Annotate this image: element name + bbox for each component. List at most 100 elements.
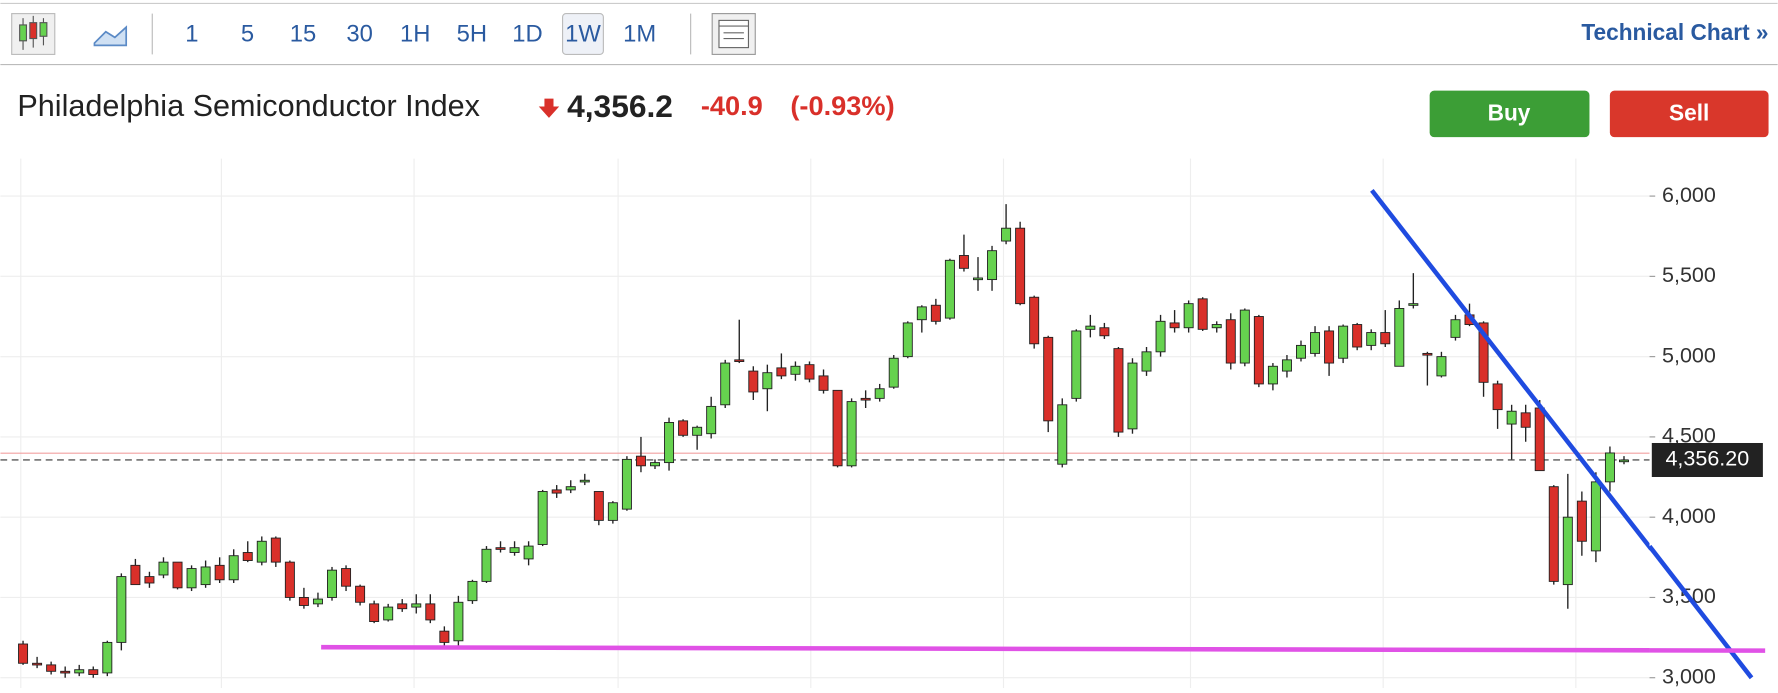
candle-body <box>650 463 659 466</box>
candle-body <box>215 565 224 579</box>
candle-body <box>342 569 351 587</box>
candle-body <box>145 577 154 583</box>
candle-body <box>1311 333 1320 354</box>
candle-body <box>1072 331 1081 398</box>
candle-body <box>89 670 98 675</box>
interval-button[interactable]: 1D <box>512 20 542 47</box>
candle-body <box>1493 384 1502 410</box>
interval-button[interactable]: 1W <box>565 20 601 47</box>
candle-body <box>791 366 800 374</box>
candle-body <box>47 665 56 671</box>
candle-body <box>1016 228 1025 303</box>
candle-body <box>1423 353 1432 355</box>
candle-body <box>356 586 365 602</box>
icon-body <box>40 23 47 37</box>
icon-frame <box>719 20 748 47</box>
change-percent: (-0.93%) <box>790 90 894 121</box>
candle-body <box>1142 352 1151 371</box>
candle-body <box>889 358 898 387</box>
sell-label[interactable]: Sell <box>1669 99 1709 125</box>
buy-label[interactable]: Buy <box>1488 99 1531 125</box>
candle-body <box>1156 321 1165 352</box>
candle-body <box>1367 333 1376 346</box>
candle-body <box>735 360 744 362</box>
candle-body <box>903 323 912 357</box>
interval-button[interactable]: 15 <box>290 20 316 47</box>
candle-body <box>1268 366 1277 384</box>
candle-body <box>1381 333 1390 344</box>
candle-body <box>777 368 786 376</box>
candle-body <box>707 406 716 433</box>
candle-body <box>19 644 28 663</box>
candle-body <box>271 538 280 562</box>
candle-body <box>1409 304 1418 306</box>
y-tick-label: 4,000 <box>1662 504 1716 528</box>
candle-body <box>1437 357 1446 376</box>
candle-body <box>1353 325 1362 347</box>
candle-body <box>608 503 617 521</box>
interval-button[interactable]: 5H <box>457 20 487 47</box>
candle-body <box>538 491 547 544</box>
y-tick-label: 5,000 <box>1662 343 1716 367</box>
candle-body <box>665 422 674 462</box>
candle-body <box>959 255 968 268</box>
candle-body <box>370 604 379 622</box>
candle-body <box>622 459 631 509</box>
candle-body <box>440 631 449 642</box>
candle-body <box>1296 345 1305 358</box>
y-tick-label: 5,500 <box>1662 263 1716 287</box>
layout-icon[interactable] <box>712 14 755 55</box>
candle-body <box>524 546 533 559</box>
icon-body <box>30 23 37 39</box>
candle-body <box>229 556 238 580</box>
candle-body <box>819 376 828 390</box>
candle-body <box>187 569 196 588</box>
interval-button[interactable]: 1 <box>185 20 198 47</box>
candle-body <box>1591 482 1600 551</box>
interval-button[interactable]: 1M <box>623 20 656 47</box>
candle-icon[interactable] <box>12 14 55 55</box>
interval-button[interactable]: 30 <box>346 20 372 47</box>
candle-body <box>580 480 589 482</box>
last-price-label: 4,356.20 <box>1665 447 1749 471</box>
technical-chart-link[interactable]: Technical Chart » <box>1581 19 1768 45</box>
candle-body <box>1198 299 1207 330</box>
candle-body <box>973 278 982 280</box>
candle-body <box>945 260 954 318</box>
interval-button[interactable]: 5 <box>241 20 254 47</box>
candle-body <box>482 549 491 581</box>
candle-body <box>131 565 140 584</box>
candle-body <box>510 548 519 553</box>
y-tick-label: 6,000 <box>1662 183 1716 207</box>
candle-body <box>327 570 336 597</box>
candle-body <box>398 604 407 609</box>
candle-body <box>693 427 702 435</box>
candle-body <box>454 602 463 641</box>
candle-body <box>201 567 210 585</box>
candle-body <box>1100 328 1109 336</box>
candle-body <box>1563 517 1572 584</box>
change: -40.9 <box>701 90 763 121</box>
candle-body <box>1170 323 1179 328</box>
candle-body <box>552 490 561 493</box>
candle-body <box>1044 337 1053 420</box>
candle-body <box>875 389 884 399</box>
candle-body <box>1577 501 1586 541</box>
candle-body <box>917 307 926 320</box>
candle-body <box>763 373 772 389</box>
candle-body <box>1451 320 1460 338</box>
candle-body <box>61 671 70 673</box>
candle-body <box>117 577 126 643</box>
candle-body <box>384 607 393 620</box>
candle-body <box>805 365 814 379</box>
candle-body <box>1114 349 1123 432</box>
candle-body <box>636 456 645 466</box>
candle-body <box>299 597 308 605</box>
candle-body <box>1605 453 1614 482</box>
candle-body <box>833 390 842 465</box>
candle-body <box>1325 331 1334 363</box>
instrument-name: Philadelphia Semiconductor Index <box>17 89 480 123</box>
interval-button[interactable]: 1H <box>400 20 430 47</box>
candle-body <box>496 548 505 550</box>
